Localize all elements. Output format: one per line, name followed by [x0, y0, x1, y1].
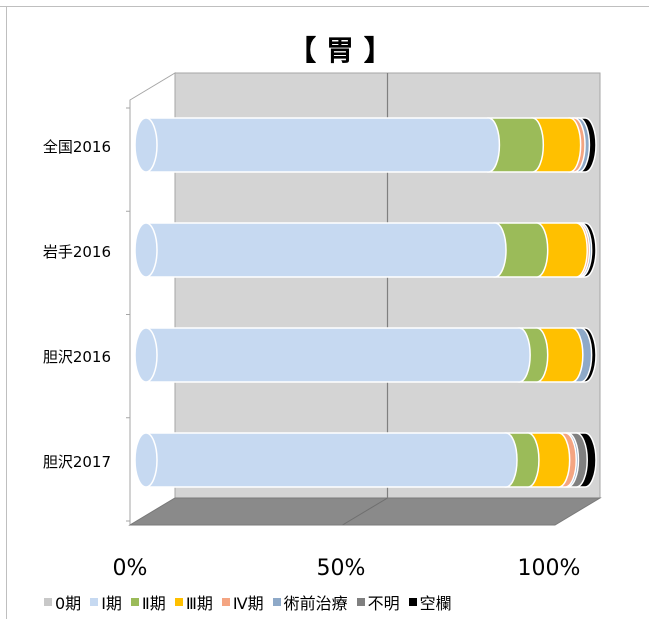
legend-item: 空欄 [408, 590, 452, 614]
legend-label: Ⅰ期 [101, 594, 122, 613]
legend-item: 不明 [356, 590, 400, 614]
legend-item: Ⅰ期 [90, 590, 122, 614]
x-tick-label: 0% [113, 556, 148, 581]
legend-swatch [44, 598, 52, 606]
legend-label: Ⅱ期 [141, 594, 166, 613]
bar-end-cap [134, 222, 158, 278]
legend-label: 術前治療 [283, 594, 348, 613]
bar-end-cap [134, 327, 158, 383]
bar-segment [134, 117, 501, 173]
legend-swatch [272, 598, 281, 606]
bar-end-cap [134, 117, 158, 173]
bar-end-cap [134, 432, 158, 488]
legend-label: 空欄 [419, 594, 452, 613]
category-label: 胆沢2017 [43, 453, 111, 471]
legend-item: Ⅳ期 [221, 590, 264, 614]
category-label: 岩手2016 [43, 243, 111, 261]
legend-item: 術前治療 [272, 590, 348, 614]
axis-ticks: 0% 50% 100% [113, 556, 581, 581]
legend-label: Ⅲ期 [185, 594, 213, 613]
legend-label: 不明 [367, 594, 400, 613]
legend-swatch [174, 598, 183, 606]
legend-label: 0期 [55, 594, 82, 613]
bar-segment-body [134, 117, 501, 173]
legend-swatch [90, 598, 99, 606]
chart-title: 【 胃 】 [288, 34, 392, 67]
frame-left-line [6, 6, 7, 619]
floor-gridline [342, 497, 388, 526]
x-tick-label: 100% [518, 556, 581, 581]
bars: 全国2016 岩手2016 胆沢2016 胆沢2017 [43, 117, 597, 488]
bar-segment-body [134, 327, 531, 383]
legend-swatch [221, 598, 230, 606]
x-tick-label: 50% [317, 556, 366, 581]
legend-swatch [130, 598, 139, 606]
bar-segment [134, 327, 531, 383]
category-label: 全国2016 [43, 138, 111, 156]
legend-item: 0期 [44, 590, 81, 614]
bar-segment-body [134, 222, 507, 278]
bar-segment [134, 432, 518, 488]
legend: 0期 Ⅰ期 Ⅱ期 Ⅲ期 Ⅳ期 術前治療 不明 空欄 [44, 590, 644, 614]
category-label: 胆沢2016 [43, 348, 111, 366]
legend-swatch [356, 598, 365, 606]
legend-label: Ⅳ期 [232, 594, 264, 613]
legend-swatch [408, 598, 417, 606]
legend-item: Ⅱ期 [130, 590, 166, 614]
frame-top-line [0, 6, 649, 7]
legend-item: Ⅲ期 [174, 590, 213, 614]
bar-segment-body [134, 432, 518, 488]
bar-segment [134, 222, 507, 278]
